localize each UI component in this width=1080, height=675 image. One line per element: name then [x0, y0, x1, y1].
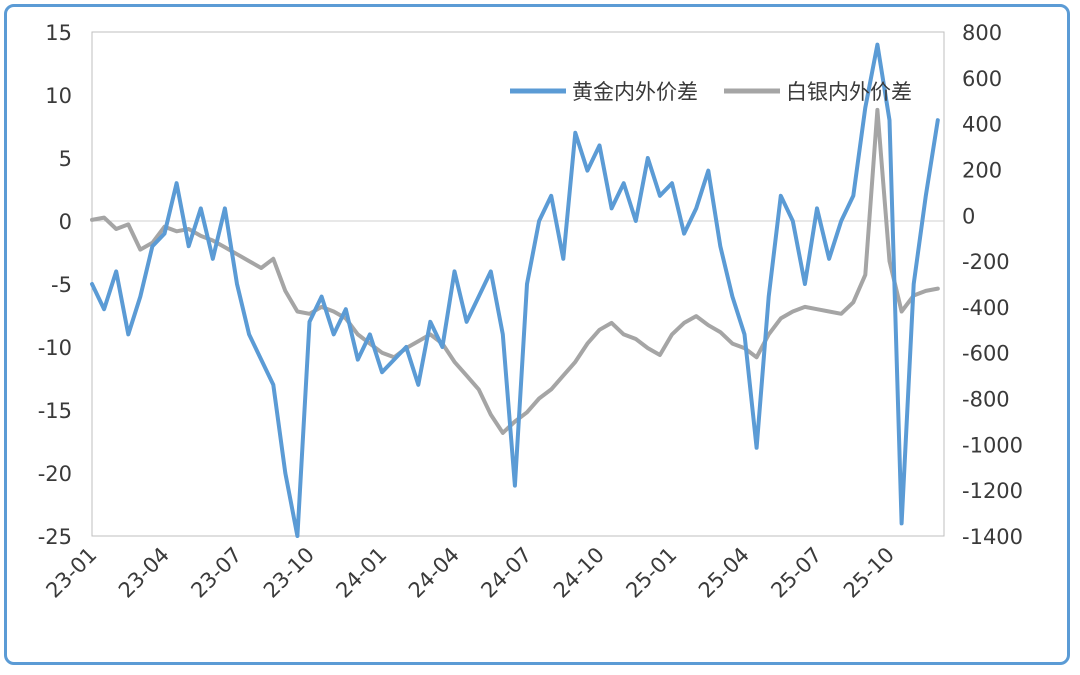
- right-tick-label: -200: [962, 250, 1010, 274]
- right-tick-label: -1400: [962, 525, 1023, 549]
- legend: 黄金内外价差 白银内外价差: [510, 80, 912, 104]
- right-tick-label: -400: [962, 296, 1010, 320]
- x-tick-label: 24-07: [476, 543, 536, 603]
- x-tick-label: 25-04: [694, 543, 754, 603]
- series-line-gold: [90, 42, 940, 538]
- legend-label-gold: 黄金内外价差: [572, 80, 698, 104]
- right-axis-ticks: 800 600 400 200 0 -200 -400 -600 -800 -1000 -1200 -…: [962, 21, 1023, 549]
- x-tick-label: 25-01: [621, 543, 681, 603]
- x-axis-ticks: 23-01 23-04 23-07 23-10 24-01 24-04 24-07 24-10…: [41, 543, 899, 603]
- right-tick-label: 200: [962, 158, 1002, 182]
- legend-label-silver: 白银内外价差: [786, 80, 912, 104]
- x-tick-label: 25-10: [839, 543, 899, 603]
- right-tick-label: -1000: [962, 433, 1023, 457]
- left-tick-label: -25: [38, 525, 72, 549]
- x-tick-label: 23-10: [259, 543, 319, 603]
- left-tick-label: -20: [38, 462, 72, 486]
- right-tick-label: 0: [962, 204, 975, 228]
- left-tick-label: -15: [38, 399, 72, 423]
- right-tick-label: 400: [962, 113, 1002, 137]
- left-tick-label: -5: [51, 273, 72, 297]
- x-tick-label: 24-10: [549, 543, 609, 603]
- x-tick-label: 24-04: [404, 543, 464, 603]
- x-tick-label: 23-07: [186, 543, 246, 603]
- x-tick-label: 23-04: [114, 543, 174, 603]
- x-tick-label: 25-07: [766, 543, 826, 603]
- x-tick-label: 24-01: [331, 543, 391, 603]
- chart-frame: [4, 4, 1070, 665]
- x-tick-label: 23-01: [41, 543, 101, 603]
- left-tick-label: 5: [59, 147, 72, 171]
- left-tick-label: 0: [59, 210, 72, 234]
- right-tick-label: -800: [962, 388, 1010, 412]
- left-tick-label: 10: [45, 84, 72, 108]
- right-tick-label: -1200: [962, 479, 1023, 503]
- series-line-silver: [90, 107, 940, 435]
- right-tick-label: 800: [962, 21, 1002, 45]
- right-tick-label: -600: [962, 342, 1010, 366]
- left-tick-label: -10: [38, 336, 72, 360]
- left-tick-label: 15: [45, 21, 72, 45]
- left-axis-ticks: 15 10 5 0 -5 -10 -15 -20 -25: [38, 21, 72, 549]
- series-layer: [90, 42, 940, 538]
- right-tick-label: 600: [962, 67, 1002, 91]
